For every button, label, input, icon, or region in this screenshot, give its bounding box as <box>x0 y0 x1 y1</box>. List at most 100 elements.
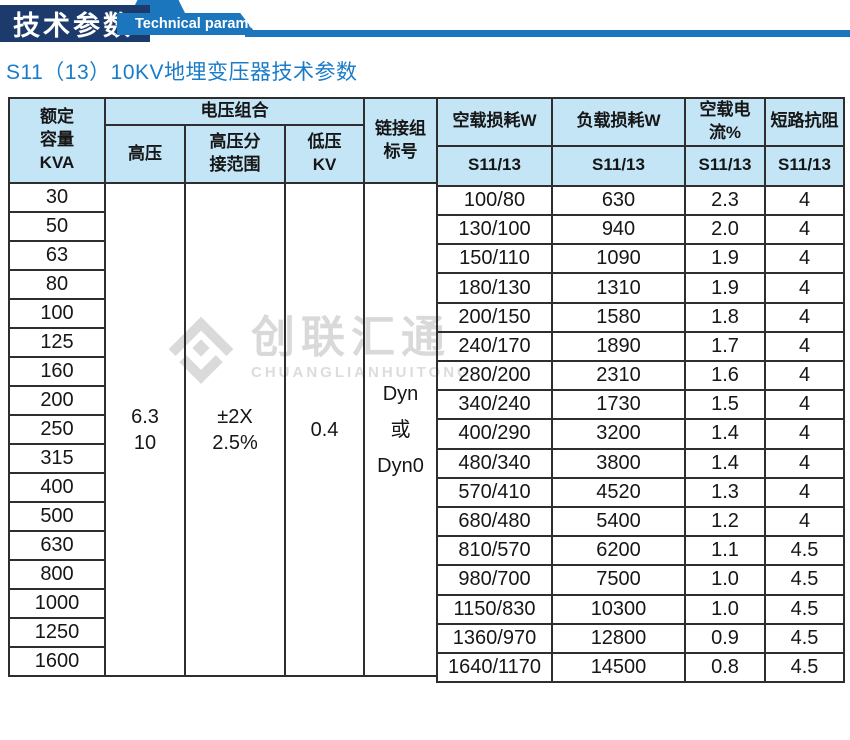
cell-no-load-current: 2.3 <box>684 184 766 217</box>
cell-impedance: 4 <box>764 272 845 304</box>
header-sub-no-load-loss: S11/13 <box>436 144 553 187</box>
cell-hv-value: 6.3 10 <box>104 182 186 677</box>
cell-impedance: 4 <box>764 447 845 479</box>
cell-capacity: 80 <box>8 269 106 300</box>
cell-no-load-current: 1.6 <box>684 359 766 392</box>
cell-load-loss: 3800 <box>551 447 686 479</box>
cell-load-loss: 6200 <box>551 535 686 567</box>
cell-load-loss: 12800 <box>551 622 686 654</box>
cell-impedance: 4 <box>764 301 845 333</box>
cell-impedance: 4 <box>764 476 845 508</box>
cell-impedance: 4.5 <box>764 564 845 596</box>
cell-no-load-current: 1.0 <box>684 593 766 625</box>
cell-load-loss: 3200 <box>551 418 686 450</box>
cell-no-load-loss: 340/240 <box>436 389 553 421</box>
table-row: 1600 <box>8 646 437 677</box>
cell-load-loss: 2310 <box>551 359 686 392</box>
table-row: 160 <box>8 356 437 387</box>
table-row: 980/700 7500 1.0 4.5 <box>436 564 845 596</box>
cell-no-load-loss: 680/480 <box>436 505 553 538</box>
table-row: 100 <box>8 298 437 329</box>
parameter-table-area: 创联汇通 CHUANGLIANHUITONG 额定 容量 KVA 电压组合 链接… <box>8 97 846 684</box>
cell-no-load-loss: 480/340 <box>436 447 553 479</box>
cell-impedance: 4.5 <box>764 622 845 654</box>
header-no-load-current: 空载电流% <box>684 97 766 147</box>
cell-impedance: 4 <box>764 214 845 246</box>
header-lv: 低压 KV <box>284 124 365 184</box>
cell-no-load-loss: 810/570 <box>436 535 553 567</box>
cell-impedance: 4.5 <box>764 651 845 684</box>
cell-impedance: 4.5 <box>764 593 845 625</box>
cell-no-load-loss: 200/150 <box>436 301 553 333</box>
header-vector-group: 链接组 标号 <box>363 97 438 184</box>
header-hv: 高压 <box>104 124 186 184</box>
header-load-loss: 负载损耗W <box>551 97 686 147</box>
cell-impedance: 4 <box>764 330 845 363</box>
cell-no-load-current: 0.8 <box>684 651 766 684</box>
table-row: 1000 <box>8 588 437 619</box>
cell-capacity: 63 <box>8 240 106 271</box>
cell-no-load-loss: 240/170 <box>436 330 553 363</box>
cell-load-loss: 940 <box>551 214 686 246</box>
table-row: 480/340 3800 1.4 4 <box>436 447 845 479</box>
cell-no-load-loss: 1640/1170 <box>436 651 553 684</box>
banner-title-cn: 技术参数 <box>13 11 133 41</box>
cell-impedance: 4 <box>764 505 845 538</box>
cell-load-loss: 5400 <box>551 505 686 538</box>
banner-ribbon-main-shape: Technical parameter <box>117 13 257 35</box>
cell-tap-value: ±2X 2.5% <box>184 182 286 677</box>
cell-no-load-current: 1.9 <box>684 243 766 275</box>
cell-load-loss: 10300 <box>551 593 686 625</box>
header-voltage-group: 电压组合 <box>104 97 365 126</box>
cell-capacity: 30 <box>8 182 106 213</box>
cell-impedance: 4.5 <box>764 535 845 567</box>
cell-no-load-current: 2.0 <box>684 214 766 246</box>
cell-capacity: 200 <box>8 385 106 416</box>
table-row: 315 <box>8 443 437 474</box>
cell-lv-value: 0.4 <box>284 182 365 677</box>
table-row: 1640/1170 14500 0.8 4.5 <box>436 651 845 684</box>
table-row: 340/240 1730 1.5 4 <box>436 389 845 421</box>
table-row: 810/570 6200 1.1 4.5 <box>436 535 845 567</box>
cell-capacity: 125 <box>8 327 106 358</box>
table-row: 1150/830 10300 1.0 4.5 <box>436 593 845 625</box>
cell-no-load-current: 0.9 <box>684 622 766 654</box>
cell-impedance: 4 <box>764 243 845 275</box>
header-sub-no-load-current: S11/13 <box>684 144 766 187</box>
cell-capacity: 400 <box>8 472 106 503</box>
table-row: 570/410 4520 1.3 4 <box>436 476 845 508</box>
cell-load-loss: 1730 <box>551 389 686 421</box>
cell-no-load-current: 1.8 <box>684 301 766 333</box>
cell-capacity: 1600 <box>8 646 106 677</box>
banner: 技术参数 Technical parameter <box>0 0 850 46</box>
right-table: 空载损耗W 负载损耗W 空载电流% 短路抗阻 S11/13 S11/13 S11… <box>436 97 845 684</box>
table-row: 100/80 630 2.3 4 <box>436 184 845 217</box>
cell-load-loss: 14500 <box>551 651 686 684</box>
table-row: 50 <box>8 211 437 242</box>
cell-no-load-loss: 130/100 <box>436 214 553 246</box>
cell-vector-value: Dyn 或 Dyn0 <box>363 182 438 677</box>
left-table: 额定 容量 KVA 电压组合 链接组 标号 高压 高压分 接范围 低压 KV 3… <box>8 97 438 677</box>
cell-impedance: 4 <box>764 359 845 392</box>
table-row: 150/110 1090 1.9 4 <box>436 243 845 275</box>
cell-impedance: 4 <box>764 418 845 450</box>
table-row: 130/100 940 2.0 4 <box>436 214 845 246</box>
cell-load-loss: 1310 <box>551 272 686 304</box>
cell-capacity: 315 <box>8 443 106 474</box>
cell-load-loss: 1890 <box>551 330 686 363</box>
table-row: 400 <box>8 472 437 503</box>
page-title: S11（13）10KV地埋变压器技术参数 <box>6 61 358 84</box>
header-sub-impedance: S11/13 <box>764 144 845 187</box>
cell-capacity: 100 <box>8 298 106 329</box>
cell-capacity: 500 <box>8 501 106 532</box>
cell-no-load-current: 1.3 <box>684 476 766 508</box>
cell-load-loss: 1580 <box>551 301 686 333</box>
cell-capacity: 630 <box>8 530 106 561</box>
cell-load-loss: 1090 <box>551 243 686 275</box>
table-row: 200 <box>8 385 437 416</box>
table-row: 400/290 3200 1.4 4 <box>436 418 845 450</box>
cell-no-load-current: 1.7 <box>684 330 766 363</box>
cell-no-load-current: 1.4 <box>684 447 766 479</box>
table-row: 280/200 2310 1.6 4 <box>436 359 845 392</box>
